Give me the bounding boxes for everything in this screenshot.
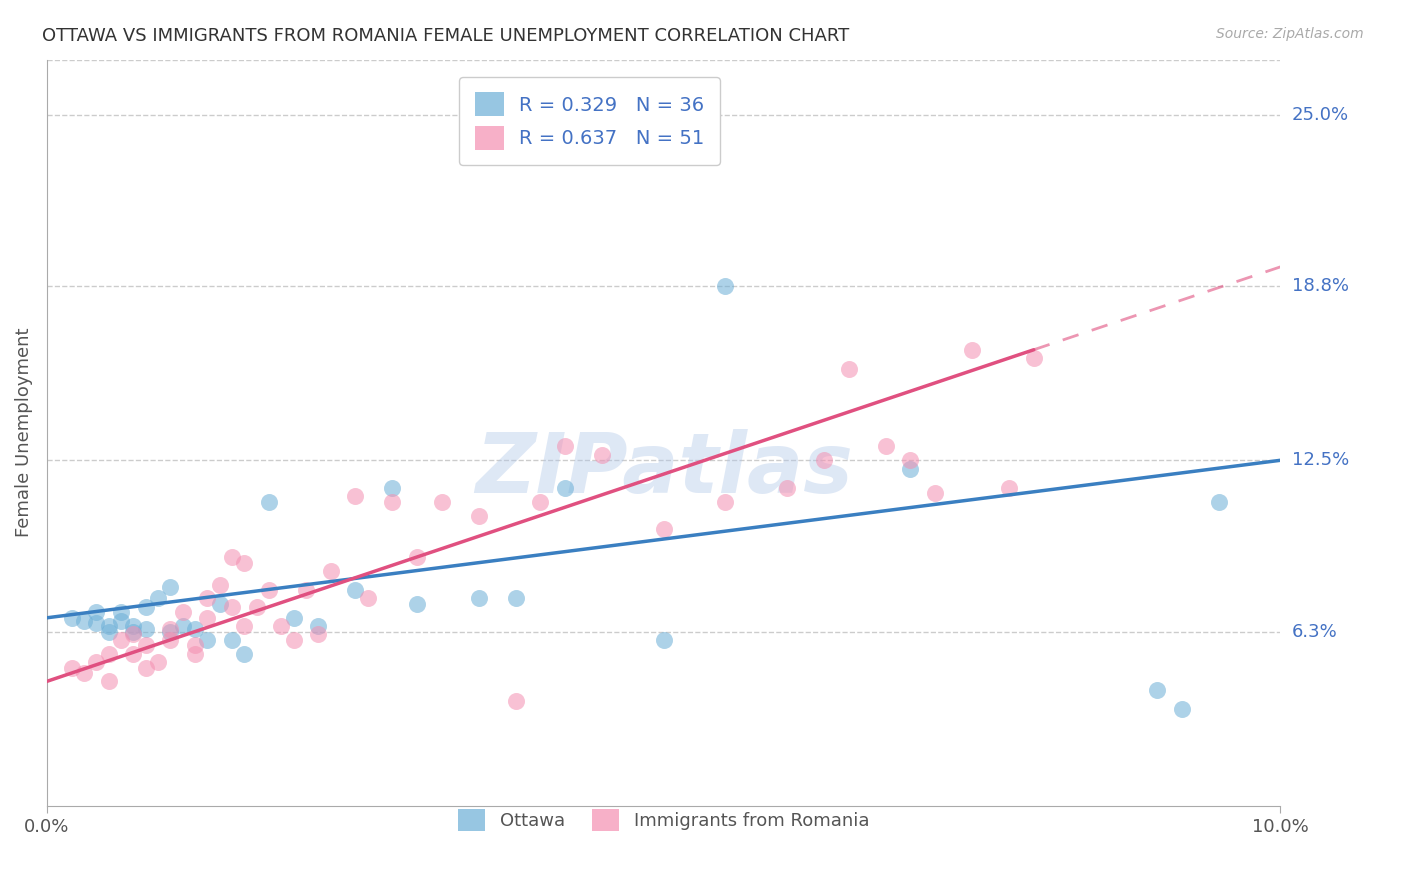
Point [257, 583, 280, 598]
Text: 6.3%: 6.3% [1292, 623, 1337, 640]
Text: 12.5%: 12.5% [1292, 451, 1348, 469]
Point [60, 611, 83, 625]
Point [110, 632, 132, 647]
Point [221, 632, 243, 647]
Point [122, 647, 145, 661]
Point [221, 549, 243, 564]
Point [97, 674, 120, 689]
Point [195, 611, 218, 625]
Point [184, 647, 207, 661]
Point [714, 494, 737, 508]
Point [813, 453, 835, 467]
Point [233, 556, 256, 570]
Text: Source: ZipAtlas.com: Source: ZipAtlas.com [1216, 27, 1364, 41]
Point [122, 627, 145, 641]
Point [1022, 351, 1045, 365]
Legend: Ottawa, Immigrants from Romania: Ottawa, Immigrants from Romania [444, 794, 883, 846]
Point [97, 619, 120, 633]
Point [60, 660, 83, 674]
Point [1208, 494, 1230, 508]
Point [652, 522, 675, 536]
Point [73, 614, 96, 628]
Point [900, 453, 922, 467]
Point [344, 583, 367, 598]
Point [110, 614, 132, 628]
Text: OTTAWA VS IMMIGRANTS FROM ROMANIA FEMALE UNEMPLOYMENT CORRELATION CHART: OTTAWA VS IMMIGRANTS FROM ROMANIA FEMALE… [42, 27, 849, 45]
Point [554, 481, 576, 495]
Point [344, 489, 367, 503]
Text: 25.0%: 25.0% [1292, 106, 1348, 124]
Point [307, 619, 329, 633]
Point [924, 486, 946, 500]
Point [381, 481, 404, 495]
Point [406, 549, 429, 564]
Point [319, 564, 342, 578]
Point [295, 583, 318, 598]
Point [208, 597, 231, 611]
Point [184, 622, 207, 636]
Point [467, 591, 489, 606]
Point [110, 605, 132, 619]
Point [146, 591, 169, 606]
Point [505, 694, 527, 708]
Point [233, 619, 256, 633]
Point [960, 343, 983, 357]
Point [135, 599, 157, 614]
Point [135, 622, 157, 636]
Point [406, 597, 429, 611]
Point [233, 647, 256, 661]
Point [135, 660, 157, 674]
Point [84, 605, 107, 619]
Point [838, 362, 860, 376]
Point [172, 619, 194, 633]
Point [122, 619, 145, 633]
Point [529, 494, 551, 508]
Y-axis label: Female Unemployment: Female Unemployment [15, 328, 32, 537]
Point [208, 577, 231, 591]
Point [283, 632, 305, 647]
Point [159, 622, 181, 636]
Point [159, 624, 181, 639]
Point [283, 611, 305, 625]
Text: 18.8%: 18.8% [1292, 277, 1348, 295]
Point [591, 448, 613, 462]
Point [159, 581, 181, 595]
Point [122, 624, 145, 639]
Point [430, 494, 453, 508]
Point [1146, 682, 1168, 697]
Point [307, 627, 329, 641]
Point [146, 655, 169, 669]
Point [467, 508, 489, 523]
Point [900, 461, 922, 475]
Point [998, 481, 1021, 495]
Point [776, 481, 799, 495]
Point [97, 647, 120, 661]
Text: ZIPatlas: ZIPatlas [475, 429, 852, 510]
Point [135, 639, 157, 653]
Point [195, 632, 218, 647]
Point [184, 639, 207, 653]
Point [195, 591, 218, 606]
Point [554, 440, 576, 454]
Point [246, 599, 269, 614]
Point [875, 440, 897, 454]
Point [505, 591, 527, 606]
Point [356, 591, 378, 606]
Point [84, 655, 107, 669]
Point [73, 666, 96, 681]
Point [270, 619, 292, 633]
Point [714, 279, 737, 293]
Point [652, 632, 675, 647]
Point [172, 605, 194, 619]
Point [221, 599, 243, 614]
Point [97, 624, 120, 639]
Point [257, 494, 280, 508]
Point [84, 616, 107, 631]
Point [381, 494, 404, 508]
Point [1171, 702, 1194, 716]
Point [159, 632, 181, 647]
